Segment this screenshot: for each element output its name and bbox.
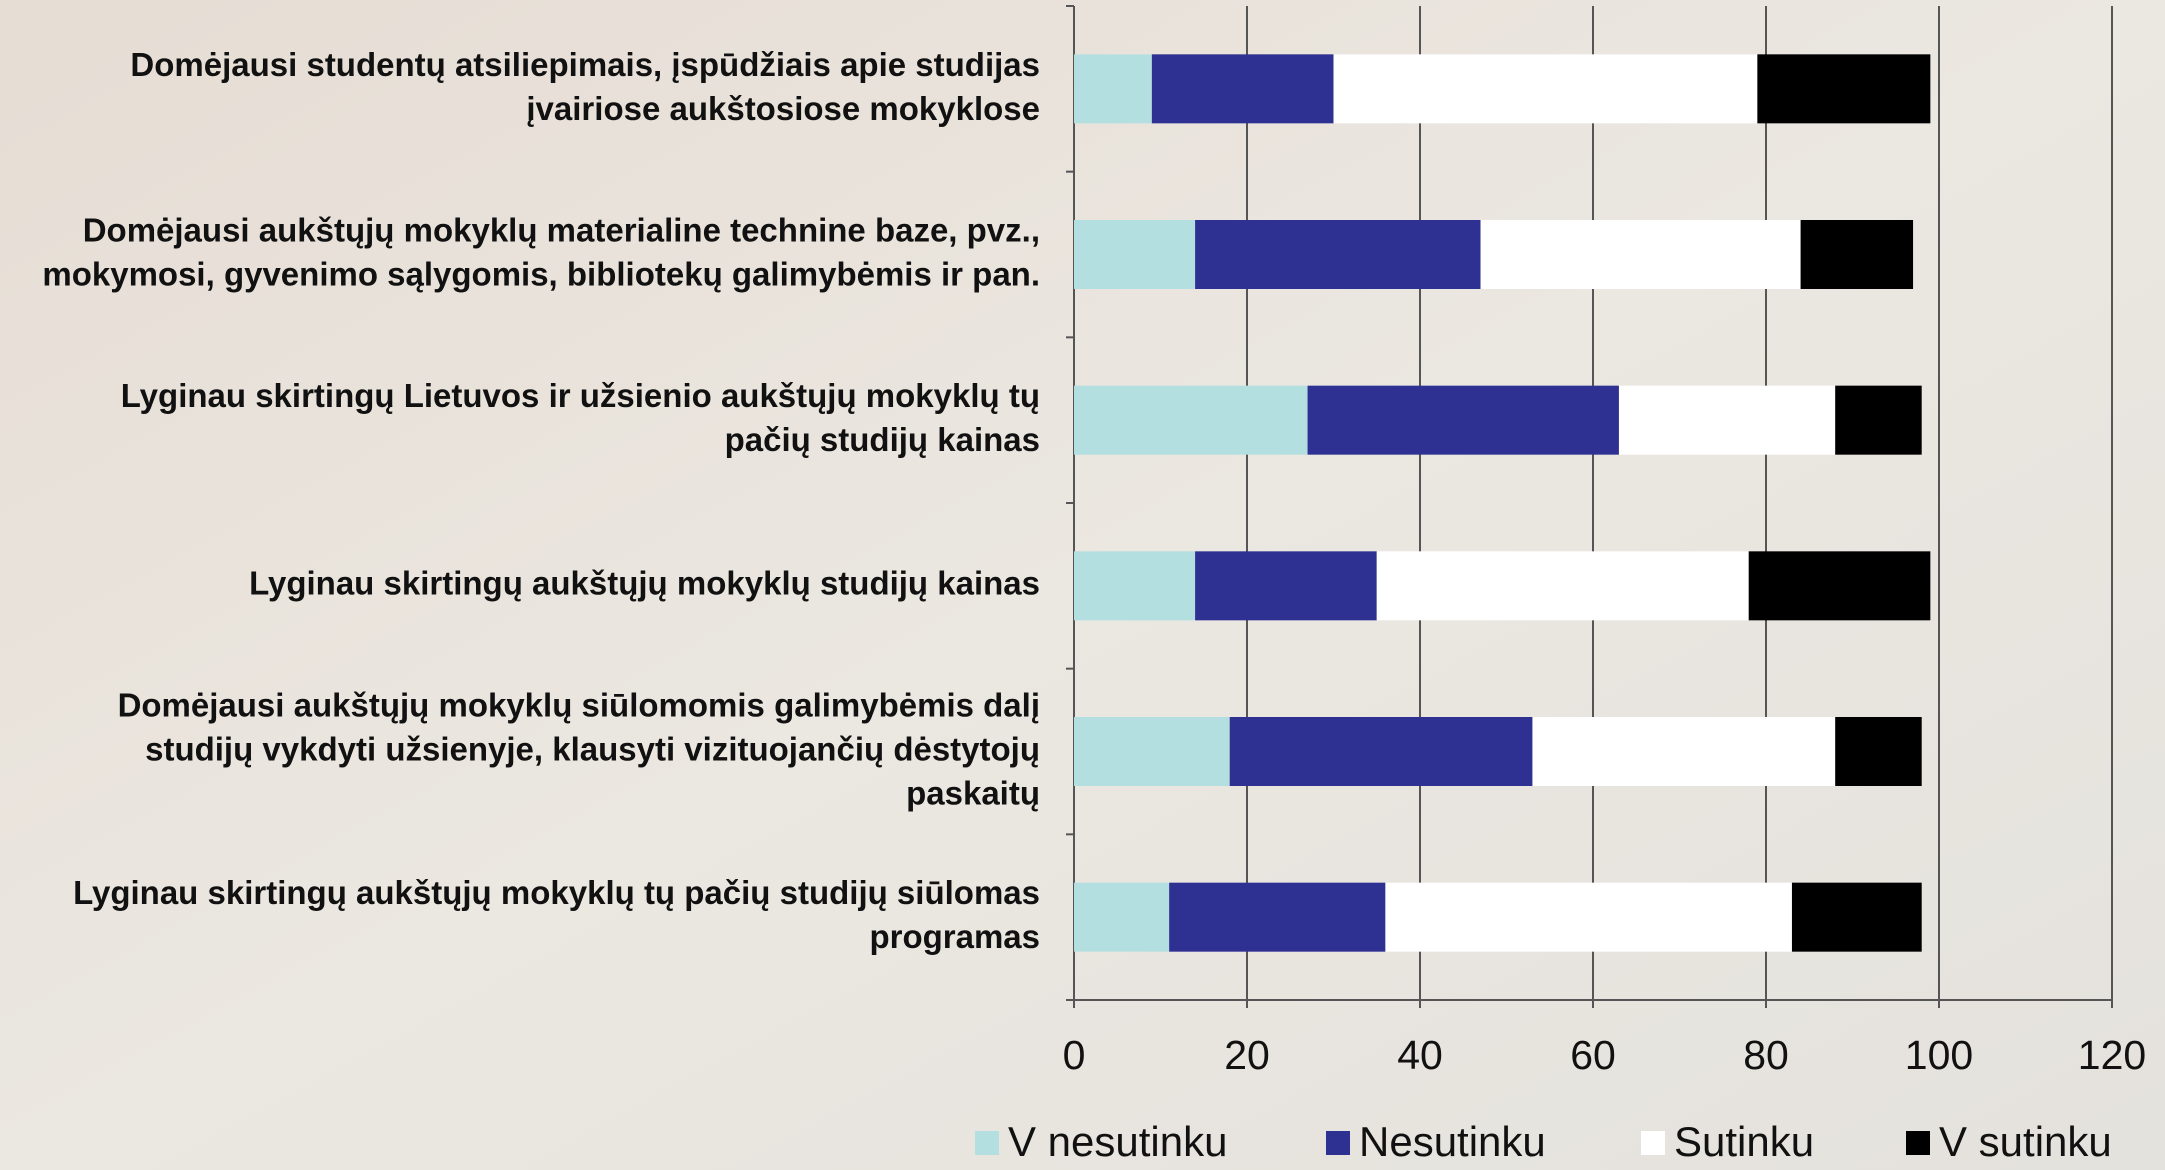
bar-segment [1532, 717, 1836, 786]
category-label: Domėjausi studentų atsiliepimais, įspūdž… [130, 46, 1040, 127]
category-label: Lyginau skirtingų Lietuvos ir užsienio a… [121, 377, 1040, 458]
x-tick-label: 80 [1743, 1032, 1789, 1078]
bar-segment [1074, 385, 1308, 455]
bar-segment [1835, 385, 1922, 455]
category-label: Lyginau skirtingų aukštųjų mokyklų tų pa… [73, 874, 1040, 955]
legend-label: V sutinku [1939, 1118, 2112, 1165]
bar-segment [1074, 882, 1170, 952]
legend-swatch [1326, 1131, 1350, 1155]
bar-segment [1800, 220, 1914, 289]
bar-segment [1480, 220, 1801, 289]
category-label: Domėjausi aukštųjų mokyklų siūlomomis ga… [118, 686, 1040, 811]
bar-segment [1307, 385, 1619, 455]
bar-segment [1195, 551, 1377, 621]
bar-segment [1757, 54, 1931, 124]
bar-segment [1169, 882, 1386, 952]
bar-segment [1074, 717, 1230, 786]
bar-segment [1385, 882, 1792, 952]
category-label: Domėjausi aukštųjų mokyklų materialine t… [42, 211, 1040, 292]
bar-segment [1791, 882, 1922, 952]
bar-segment [1333, 54, 1758, 124]
legend-label: Sutinku [1674, 1118, 1814, 1165]
legend-swatch [1906, 1131, 1930, 1155]
x-tick-label: 100 [1905, 1032, 1973, 1078]
bar-segment [1074, 551, 1196, 621]
bar-segment [1618, 385, 1836, 455]
bar-segment [1074, 54, 1152, 124]
bar-segment [1074, 220, 1196, 289]
bar-segment [1195, 220, 1481, 289]
legend-label: Nesutinku [1359, 1118, 1546, 1165]
x-tick-label: 40 [1397, 1032, 1443, 1078]
category-label: Lyginau skirtingų aukštųjų mokyklų studi… [249, 565, 1040, 602]
legend-label: V nesutinku [1008, 1118, 1227, 1165]
x-tick-label: 20 [1224, 1032, 1270, 1078]
bar-segment [1748, 551, 1931, 621]
x-tick-label: 0 [1063, 1032, 1086, 1078]
bar-segment [1376, 551, 1749, 621]
legend-swatch [1641, 1131, 1665, 1155]
legend-swatch [975, 1131, 999, 1155]
bar-segment [1229, 717, 1533, 786]
bar-segment [1151, 54, 1334, 124]
x-tick-label: 60 [1570, 1032, 1616, 1078]
bar-segment [1835, 717, 1922, 786]
x-tick-label: 120 [2078, 1032, 2146, 1078]
